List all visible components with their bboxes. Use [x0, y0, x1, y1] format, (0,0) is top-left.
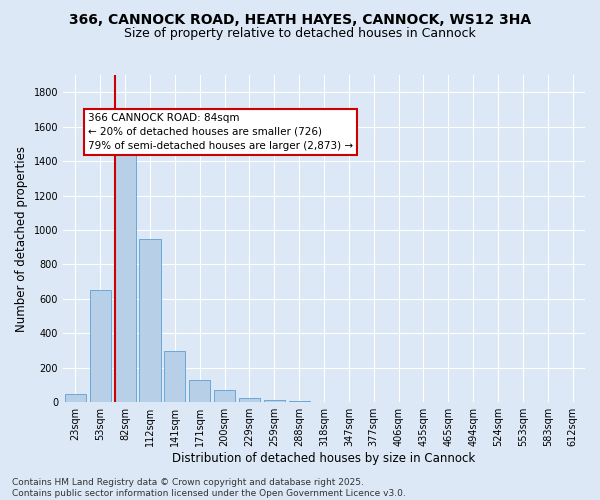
Bar	[90, 290, 111, 402]
Bar	[264, 400, 285, 402]
Bar	[65, 394, 86, 402]
Text: 366 CANNOCK ROAD: 84sqm
← 20% of detached houses are smaller (726)
79% of semi-d: 366 CANNOCK ROAD: 84sqm ← 20% of detache…	[88, 113, 353, 151]
X-axis label: Distribution of detached houses by size in Cannock: Distribution of detached houses by size …	[172, 452, 476, 465]
Y-axis label: Number of detached properties: Number of detached properties	[15, 146, 28, 332]
Bar	[139, 238, 161, 402]
Bar	[189, 380, 211, 402]
Text: 366, CANNOCK ROAD, HEATH HAYES, CANNOCK, WS12 3HA: 366, CANNOCK ROAD, HEATH HAYES, CANNOCK,…	[69, 12, 531, 26]
Text: Size of property relative to detached houses in Cannock: Size of property relative to detached ho…	[124, 28, 476, 40]
Bar	[164, 350, 185, 402]
Bar	[214, 390, 235, 402]
Bar	[115, 144, 136, 402]
Text: Contains HM Land Registry data © Crown copyright and database right 2025.
Contai: Contains HM Land Registry data © Crown c…	[12, 478, 406, 498]
Bar	[239, 398, 260, 402]
